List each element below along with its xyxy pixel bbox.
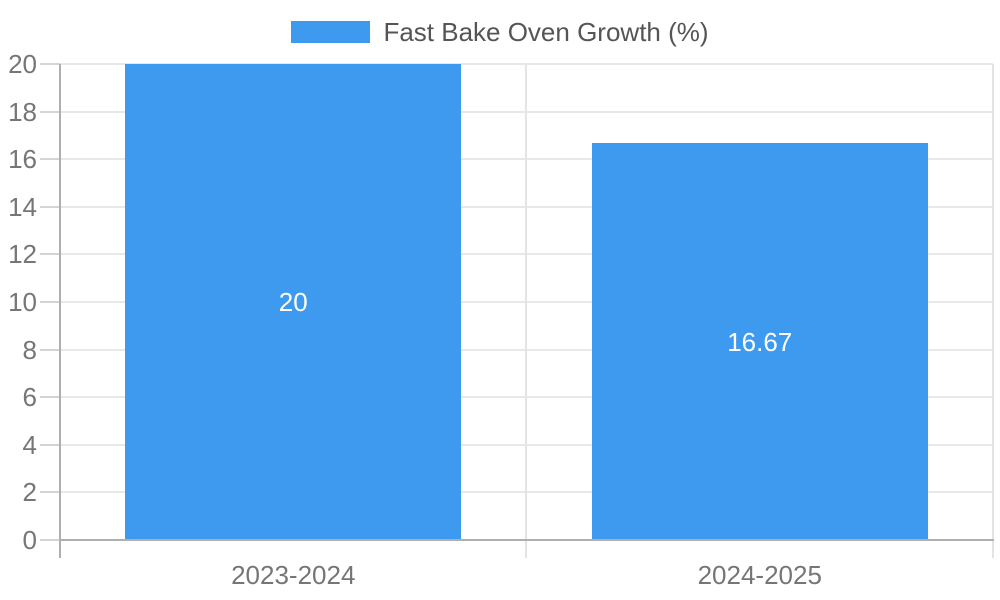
y-tick-label: 20 — [8, 49, 37, 79]
y-tick-label: 12 — [8, 239, 37, 270]
legend: Fast Bake Oven Growth (%) — [0, 19, 1000, 45]
bar-value-label: 16.67 — [727, 326, 793, 357]
y-tick-mark — [40, 301, 60, 303]
y-tick-mark — [40, 158, 60, 161]
y-tick-label: 18 — [8, 96, 37, 127]
y-tick-mark — [40, 205, 60, 208]
legend-swatch-icon — [291, 21, 371, 43]
y-tick-mark — [40, 396, 60, 399]
category-boundary-gridline — [991, 64, 994, 558]
y-tick-label: 14 — [8, 191, 37, 222]
y-tick-label: 6 — [22, 382, 37, 413]
y-tick-label: 0 — [22, 525, 37, 555]
y-tick-label: 16 — [8, 144, 37, 175]
y-tick-mark — [40, 253, 60, 256]
x-tick-label: 2023-2024 — [231, 560, 356, 590]
y-tick-mark — [40, 539, 60, 541]
y-tick-mark — [40, 443, 60, 446]
category-boundary-gridline — [525, 64, 527, 558]
y-tick-label: 4 — [22, 429, 37, 460]
bar — [591, 143, 928, 540]
y-tick-label: 10 — [8, 287, 37, 317]
y-tick-mark — [40, 348, 60, 351]
y-tick-label: 2 — [22, 477, 37, 508]
y-tick-mark — [40, 63, 60, 65]
x-tick-label: 2024-2025 — [697, 560, 822, 590]
y-tick-label: 8 — [22, 334, 37, 365]
x-axis-baseline — [59, 539, 994, 541]
bar — [125, 64, 462, 540]
y-axis-line — [59, 64, 61, 558]
y-tick-mark — [40, 491, 60, 494]
y-tick-mark — [40, 110, 60, 113]
bar-value-label: 20 — [278, 287, 308, 317]
legend-label: Fast Bake Oven Growth (%) — [383, 17, 709, 47]
